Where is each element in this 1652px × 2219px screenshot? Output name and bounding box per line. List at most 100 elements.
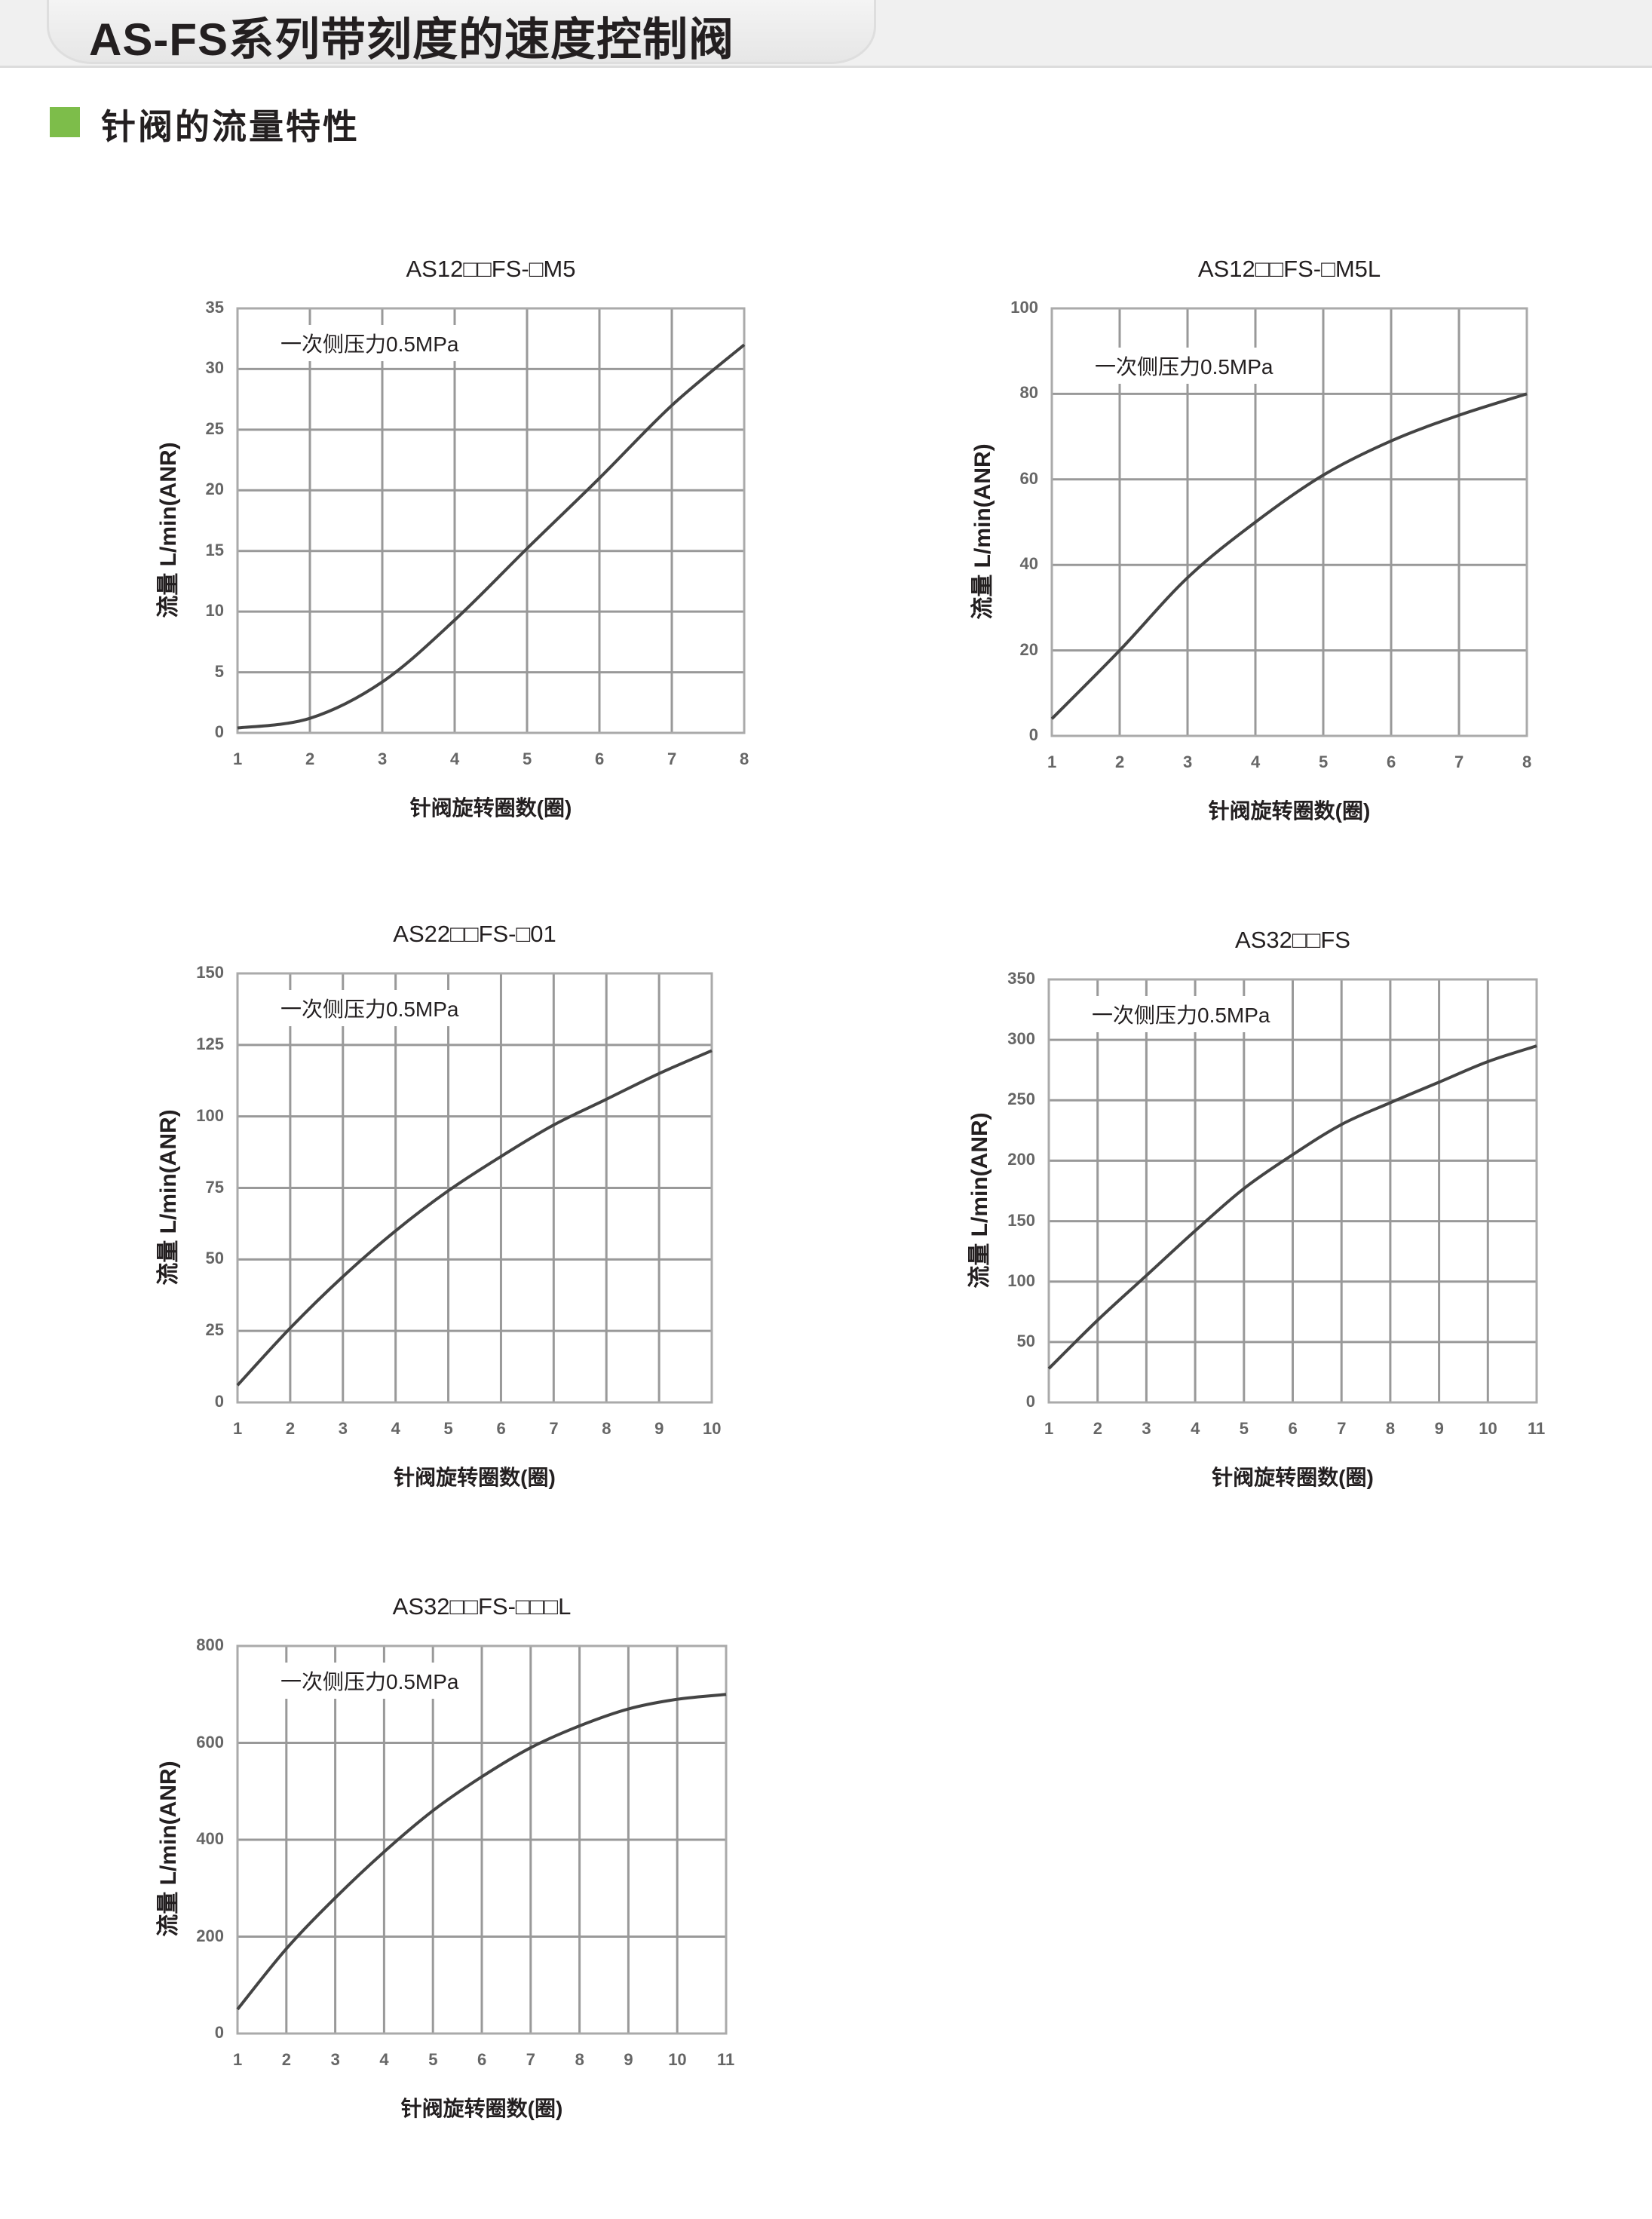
chart-title: AS32□□FS-□□□L	[392, 1593, 572, 1620]
x-tick-label: 7	[667, 749, 677, 768]
x-tick-label: 1	[1047, 752, 1057, 771]
y-tick-label: 0	[214, 2023, 224, 2042]
x-tick-label: 2	[281, 2050, 292, 2069]
y-tick-label: 600	[196, 1732, 224, 1752]
x-tick-label: 7	[1337, 1419, 1347, 1438]
x-tick-label: 4	[391, 1419, 400, 1438]
section-marker-icon	[50, 107, 80, 137]
x-tick-label: 5	[1319, 752, 1329, 771]
chart-title: AS12□□FS-□M5	[406, 256, 576, 282]
pressure-annotation: 一次侧压力0.5MPa	[271, 325, 468, 361]
chart-title: AS32□□FS	[1235, 927, 1350, 953]
y-axis-label: 流量 L/min(ANR)	[967, 1111, 992, 1289]
header-bar: AS-FS系列带刻度的速度控制阀	[0, 0, 1652, 68]
x-tick-label: 3	[1183, 752, 1193, 771]
y-tick-label: 5	[214, 661, 224, 681]
y-tick-label: 200	[196, 1926, 224, 1945]
chart-plot	[1047, 978, 1538, 1404]
x-tick-label: 11	[1528, 1419, 1546, 1438]
chart-title: AS12□□FS-□M5L	[1197, 256, 1381, 282]
x-tick-label: 2	[1093, 1419, 1102, 1438]
x-tick-label: 6	[595, 749, 605, 768]
y-tick-label: 50	[205, 1249, 224, 1268]
chart-title: AS22□□FS-□01	[393, 921, 556, 947]
x-tick-label: 1	[233, 1419, 243, 1438]
y-axis-label: 流量 L/min(ANR)	[156, 441, 181, 618]
plot-frame	[236, 307, 746, 734]
x-tick-label: 5	[523, 749, 532, 768]
x-tick-label: 1	[233, 2050, 243, 2069]
y-axis-label: 流量 L/min(ANR)	[970, 443, 995, 620]
y-tick-label: 15	[205, 540, 224, 559]
y-tick-label: 80	[1019, 383, 1038, 403]
y-tick-label: 25	[205, 1320, 224, 1340]
section-title: 针阀的流量特性	[101, 107, 360, 146]
x-tick-label: 8	[740, 749, 749, 768]
x-tick-label: 5	[1239, 1419, 1249, 1438]
x-tick-label: 9	[654, 1419, 664, 1438]
x-tick-label: 4	[379, 2050, 389, 2069]
x-tick-label: 7	[526, 2050, 536, 2069]
x-tick-label: 9	[1434, 1419, 1444, 1438]
x-tick-label: 6	[1288, 1419, 1298, 1438]
x-tick-label: 3	[1142, 1419, 1151, 1438]
pressure-annotation: 一次侧压力0.5MPa	[271, 990, 468, 1026]
y-tick-label: 50	[1016, 1331, 1035, 1350]
x-tick-label: 11	[717, 2050, 735, 2069]
x-axis-label: 针阀旋转圈数(圈)	[1208, 799, 1371, 823]
x-tick-label: 2	[285, 1419, 296, 1438]
y-tick-label: 250	[1007, 1090, 1035, 1109]
x-tick-label: 3	[378, 749, 388, 768]
x-tick-label: 3	[330, 2050, 340, 2069]
y-tick-label: 30	[205, 358, 224, 378]
y-tick-label: 40	[1019, 554, 1038, 574]
y-tick-label: 0	[1025, 1392, 1035, 1411]
flow-curve	[236, 1049, 713, 1387]
y-tick-label: 20	[1019, 639, 1038, 659]
x-axis-label: 针阀旋转圈数(圈)	[1212, 1466, 1374, 1489]
x-tick-label: 6	[1387, 752, 1396, 771]
x-tick-label: 1	[1044, 1419, 1054, 1438]
pressure-annotation: 一次侧压力0.5MPa	[1083, 996, 1280, 1032]
plot-frame	[1050, 307, 1528, 737]
y-tick-label: 10	[205, 601, 224, 621]
y-tick-label: 100	[1010, 298, 1038, 317]
x-tick-label: 2	[305, 749, 315, 768]
y-tick-label: 150	[1007, 1210, 1035, 1230]
x-axis-label: 针阀旋转圈数(圈)	[409, 796, 572, 820]
flow-curve	[1047, 1044, 1537, 1370]
y-tick-label: 125	[196, 1034, 224, 1053]
x-tick-label: 6	[496, 1419, 506, 1438]
page-title: AS-FS系列带刻度的速度控制阀	[89, 14, 734, 65]
plot-frame	[236, 972, 713, 1404]
y-tick-label: 35	[205, 298, 224, 317]
y-tick-label: 150	[196, 963, 224, 982]
plot-frame	[1047, 978, 1538, 1404]
x-tick-label: 4	[1191, 1419, 1200, 1438]
chart-plot	[236, 1644, 728, 2035]
x-tick-label: 6	[477, 2050, 487, 2069]
x-tick-label: 8	[602, 1419, 611, 1438]
y-tick-label: 800	[196, 1635, 224, 1654]
x-tick-label: 8	[575, 2050, 584, 2069]
x-tick-label: 10	[1479, 1419, 1497, 1438]
y-axis-label: 流量 L/min(ANR)	[156, 1108, 181, 1286]
pressure-annotation: 一次侧压力0.5MPa	[271, 1663, 468, 1699]
y-tick-label: 0	[214, 722, 224, 741]
chart-plot	[1050, 307, 1528, 737]
x-tick-label: 3	[338, 1419, 348, 1438]
y-tick-label: 100	[196, 1105, 224, 1125]
y-axis-label: 流量 L/min(ANR)	[156, 1761, 181, 1937]
y-tick-label: 25	[205, 418, 224, 438]
y-tick-label: 300	[1007, 1029, 1035, 1049]
y-tick-label: 200	[1007, 1150, 1035, 1169]
chart-plot	[236, 307, 746, 734]
x-tick-label: 10	[668, 2050, 687, 2069]
y-tick-label: 20	[205, 480, 224, 499]
chart-plot	[236, 972, 713, 1404]
x-tick-label: 8	[1522, 752, 1532, 771]
